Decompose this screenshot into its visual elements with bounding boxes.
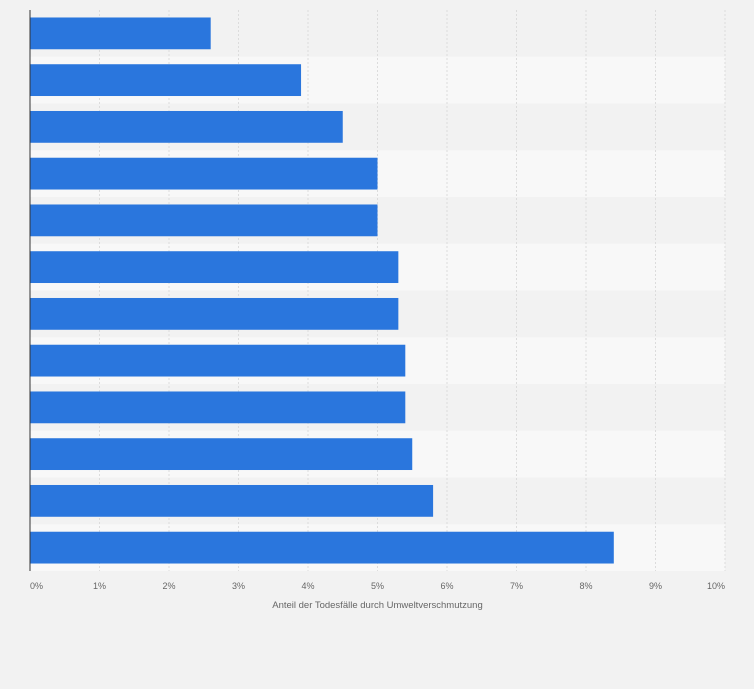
bar bbox=[30, 391, 406, 424]
x-tick-label: 1% bbox=[93, 581, 106, 591]
bar bbox=[30, 110, 343, 143]
x-tick-label: 8% bbox=[579, 581, 592, 591]
x-tick-label: 2% bbox=[162, 581, 175, 591]
bar bbox=[30, 17, 211, 50]
x-tick-labels: 0% 1% 2% 3% 4% 5% 6% 7% 8% 9% 10% bbox=[30, 581, 725, 591]
bar bbox=[30, 204, 378, 237]
bar bbox=[30, 64, 302, 97]
bar bbox=[30, 531, 614, 564]
x-tick-label: 7% bbox=[510, 581, 523, 591]
bar bbox=[30, 484, 434, 517]
x-tick-label: 10% bbox=[707, 581, 725, 591]
x-axis-label: Anteil der Todesfälle durch Umweltversch… bbox=[272, 600, 483, 611]
x-tick-label: 4% bbox=[301, 581, 314, 591]
bar bbox=[30, 157, 378, 190]
x-tick-label: 6% bbox=[440, 581, 453, 591]
gridlines bbox=[99, 10, 726, 571]
x-tick-label: 9% bbox=[649, 581, 662, 591]
bars bbox=[30, 17, 614, 564]
x-tick-label: 3% bbox=[232, 581, 245, 591]
bar bbox=[30, 438, 413, 471]
bar bbox=[30, 251, 399, 284]
bar bbox=[30, 297, 399, 330]
bar bbox=[30, 344, 406, 377]
x-tick-label: 0% bbox=[30, 581, 43, 591]
x-tick-label: 5% bbox=[371, 581, 384, 591]
